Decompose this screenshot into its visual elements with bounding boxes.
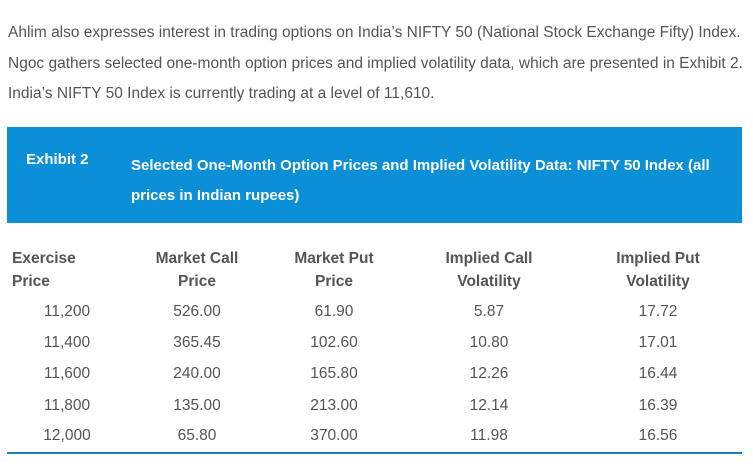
column-header: Market Call Price xyxy=(127,247,267,293)
column-header: Implied Put Volatility xyxy=(588,247,728,293)
column-header: Implied Call Volatility xyxy=(419,247,559,293)
column-header-line: Implied Call xyxy=(445,250,533,267)
column-header-line: Implied Put xyxy=(616,250,700,267)
table-cell: 11,600 xyxy=(43,365,91,382)
column-header-line: Volatility xyxy=(626,273,690,290)
table-cell: 165.80 xyxy=(310,365,358,382)
table-cell: 5.87 xyxy=(473,303,505,320)
table-cell: 17.01 xyxy=(638,334,678,351)
table-cell: 11,400 xyxy=(43,334,91,351)
table-cell: 11,800 xyxy=(43,397,91,414)
exhibit-title: Selected One-Month Option Prices and Imp… xyxy=(131,157,710,204)
column-header-line: Market Put xyxy=(294,250,374,267)
exhibit-banner: Exhibit 2 Selected One-Month Option Pric… xyxy=(7,127,742,223)
exhibit-label: Exhibit 2 xyxy=(26,151,89,168)
column-header: Exercise Price xyxy=(12,247,152,293)
table-cell: 11.98 xyxy=(470,427,508,444)
column-header-line: Market Call xyxy=(155,250,239,267)
table-cell: 11,200 xyxy=(43,303,91,320)
table-cell: 16.39 xyxy=(638,397,678,414)
column-header-line: Price xyxy=(315,273,353,290)
table-bottom-rule xyxy=(7,452,742,454)
table-cell: 16.56 xyxy=(638,427,678,444)
table-cell: 213.00 xyxy=(310,397,358,414)
table-cell: 365.45 xyxy=(173,334,221,351)
table-cell: 61.90 xyxy=(314,303,354,320)
table-cell: 240.00 xyxy=(173,365,221,382)
column-header-line: Volatility xyxy=(457,273,521,290)
table-cell: 17.72 xyxy=(638,303,678,320)
table-cell: 102.60 xyxy=(310,334,358,351)
table-cell: 12.14 xyxy=(469,397,509,414)
column-header-line: Exercise xyxy=(12,250,76,267)
table-cell: 526.00 xyxy=(173,303,221,320)
column-header-line: Price xyxy=(178,273,216,290)
table-cell: 12,000 xyxy=(43,427,91,444)
table-cell: 16.44 xyxy=(638,365,678,382)
table-cell: 135.00 xyxy=(173,397,221,414)
table-cell: 370.00 xyxy=(310,427,358,444)
table-cell: 12.26 xyxy=(469,365,509,382)
column-header-line: Price xyxy=(12,273,50,290)
table-cell: 65.80 xyxy=(177,427,217,444)
table-cell: 10.80 xyxy=(469,334,509,351)
intro-paragraph: Ahlim also expresses interest in trading… xyxy=(8,24,743,102)
column-header: Market Put Price xyxy=(264,247,404,293)
